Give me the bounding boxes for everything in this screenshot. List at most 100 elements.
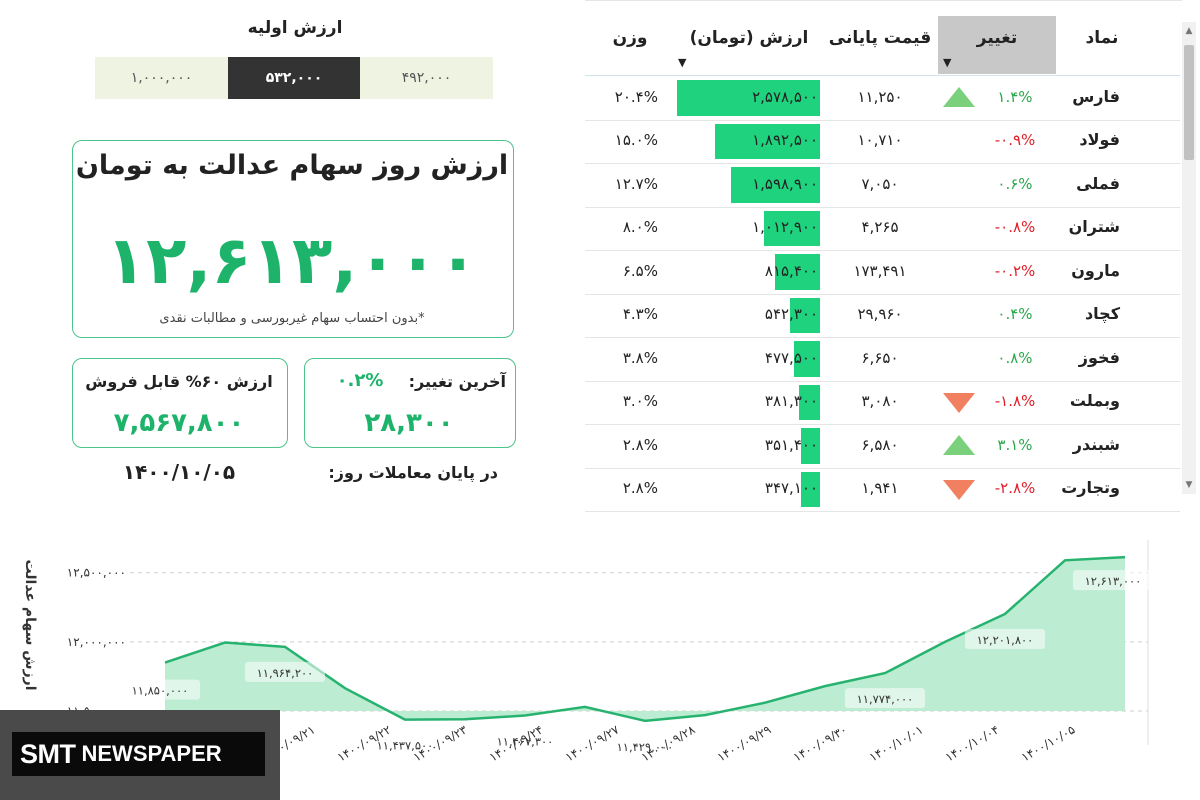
cell-value: ۴۷۷,۵۰۰ xyxy=(764,348,818,367)
header-change[interactable]: تغییر xyxy=(976,28,1018,48)
cell-symbol: شتران xyxy=(1068,217,1120,237)
header-close-price[interactable]: قیمت پایانی xyxy=(828,28,932,48)
cell-value: ۵۴۲,۳۰۰ xyxy=(764,305,818,324)
table-top-border xyxy=(585,0,1182,1)
data-label: ۱۱,۴۲۹,۰۰۰ xyxy=(617,740,674,754)
header-value[interactable]: ارزش (تومان) xyxy=(689,28,809,48)
data-label-bg xyxy=(1073,570,1153,591)
value-bar xyxy=(715,123,820,159)
data-label: ۱۱,۴۳۷,۵۰۰ xyxy=(377,739,434,753)
initial-value-option-492000[interactable]: ۴۹۲,۰۰۰ xyxy=(360,57,493,99)
data-label: ۱۲,۲۰۱,۸۰۰ xyxy=(977,633,1034,647)
cell-weight: ۳.۸% xyxy=(622,348,658,367)
cell-close-price: ۴,۲۶۵ xyxy=(861,218,899,237)
cell-change: ۱.۴% xyxy=(997,87,1033,106)
data-label: ۱۱,۷۷۴,۰۰۰ xyxy=(857,692,914,706)
cell-change: ۰.۸% xyxy=(997,348,1033,367)
cell-weight: ۲.۸% xyxy=(622,479,658,498)
cell-value: ۲,۵۷۸,۵۰۰ xyxy=(752,87,818,106)
cell-symbol: کچاد xyxy=(1084,304,1120,324)
sellable-value-amount: ۷,۵۶۷,۸۰۰ xyxy=(113,408,245,438)
x-tick-label: ۱۴۰۰/۱۰/۰۵ xyxy=(1019,722,1078,764)
initial-value-option-532000[interactable]: ۵۳۲,۰۰۰ xyxy=(228,57,360,99)
row-divider xyxy=(585,337,1180,338)
cell-value: ۸۱۵,۴۰۰ xyxy=(764,261,818,280)
cell-change: -۰.۸% xyxy=(994,218,1036,237)
cell-close-price: ۶,۶۵۰ xyxy=(861,348,899,367)
data-label: ۱۱,۹۶۴,۲۰۰ xyxy=(257,666,314,680)
value-bar xyxy=(798,384,820,420)
cell-symbol: فارس xyxy=(1072,86,1120,106)
scroll-up-icon[interactable]: ▲ xyxy=(1185,26,1193,36)
header-symbol[interactable]: نماد xyxy=(1085,28,1119,48)
last-change-amount: ۲۸,۳۰۰ xyxy=(364,408,454,438)
row-divider xyxy=(585,293,1180,295)
table-scrollbar-thumb[interactable] xyxy=(1184,45,1194,160)
cell-change: -۰.۲% xyxy=(994,261,1036,280)
cell-weight: ۱۵.۰% xyxy=(614,131,658,150)
cell-value: ۳۵۱,۴۰۰ xyxy=(764,435,818,454)
cell-weight: ۶.۵% xyxy=(622,261,658,280)
value-bar xyxy=(774,254,820,290)
header-weight[interactable]: وزن xyxy=(612,28,648,48)
value-bar xyxy=(677,80,820,116)
row-divider xyxy=(585,380,1180,382)
row-divider xyxy=(585,424,1180,425)
cell-change: ۳.۱% xyxy=(997,435,1033,454)
initial-value-title: ارزش اولیه xyxy=(247,18,343,38)
cell-close-price: ۱۱,۲۵۰ xyxy=(857,87,903,106)
cell-close-price: ۲۹,۹۶۰ xyxy=(857,305,903,324)
x-tick-label: ۱۴۰۰/۰۹/۲۹ xyxy=(715,722,774,764)
data-label-bg xyxy=(605,735,685,756)
trend-down-icon xyxy=(943,393,975,414)
value-bar xyxy=(800,471,820,507)
end-of-day-label: در پایان معاملات روز: xyxy=(328,463,498,482)
cell-close-price: ۳,۰۸۰ xyxy=(861,392,899,411)
cell-weight: ۲۰.۴% xyxy=(614,87,658,106)
scroll-down-icon[interactable]: ▼ xyxy=(1185,480,1193,490)
data-label-bg xyxy=(965,628,1045,649)
cell-change: ۰.۴% xyxy=(997,305,1033,324)
cell-weight: ۸.۰% xyxy=(622,218,658,237)
cell-value: ۱,۵۹۸,۹۰۰ xyxy=(752,174,818,193)
y-tick-label: ۱۲,۰۰۰,۰۰۰ xyxy=(67,635,126,649)
sort-desc-icon: ▼ xyxy=(943,56,952,69)
trading-date: ۱۴۰۰/۱۰/۰۵ xyxy=(122,460,236,484)
header-change-cell[interactable] xyxy=(938,16,1056,74)
area-fill xyxy=(165,557,1125,721)
x-tick-label: ۱۴۰۰/۱۰/۰۴ xyxy=(943,722,1002,764)
header-divider xyxy=(585,75,1180,76)
data-label: ۱۱,۴۶۷,۳۰۰ xyxy=(497,735,554,749)
value-bar xyxy=(800,428,820,464)
value-bar xyxy=(793,341,820,377)
cell-close-price: ۱۷۳,۴۹۱ xyxy=(853,261,907,280)
data-label: ۱۲,۶۱۳,۰۰۰ xyxy=(1085,574,1142,588)
data-label-bg xyxy=(845,688,925,709)
daily-value-title: ارزش روز سهام عدالت به تومان xyxy=(75,150,509,181)
y-axis-label: ارزش سهام عدالت xyxy=(22,559,38,690)
value-bar xyxy=(789,297,820,333)
cell-change: ۰.۶% xyxy=(997,174,1033,193)
data-label-bg xyxy=(245,661,325,682)
daily-value-note: *بدون احتساب سهام غیربورسی و مطالبات نقد… xyxy=(159,311,425,326)
value-bar xyxy=(731,167,820,203)
cell-symbol: فولاد xyxy=(1079,130,1120,150)
last-change-title: آخرین تغییر: xyxy=(408,372,506,391)
cell-symbol: وتجارت xyxy=(1061,478,1120,498)
cell-weight: ۲.۸% xyxy=(622,435,658,454)
y-tick-label: ۱۲,۵۰۰,۰۰۰ xyxy=(67,566,126,580)
cell-symbol: فخوز xyxy=(1078,347,1120,367)
data-label: ۱۱,۸۵۰,۰۰۰ xyxy=(132,684,189,698)
last-change-percent: ۰.۲% xyxy=(336,370,384,391)
cell-change: -۰.۹% xyxy=(994,131,1036,150)
cell-weight: ۳.۰% xyxy=(622,392,658,411)
row-divider xyxy=(585,511,1180,512)
smt-newspaper-logo[interactable]: SMT NEWSPAPER xyxy=(12,732,265,776)
data-label-bg xyxy=(365,734,445,755)
initial-value-option-1000000[interactable]: ۱,۰۰۰,۰۰۰ xyxy=(95,57,228,99)
row-divider xyxy=(585,467,1180,469)
cell-weight: ۴.۳% xyxy=(622,305,658,324)
cell-value: ۱,۰۱۲,۹۰۰ xyxy=(752,218,818,237)
cell-value: ۳۸۱,۳۰۰ xyxy=(764,392,818,411)
cell-symbol: وبملت xyxy=(1069,391,1120,411)
